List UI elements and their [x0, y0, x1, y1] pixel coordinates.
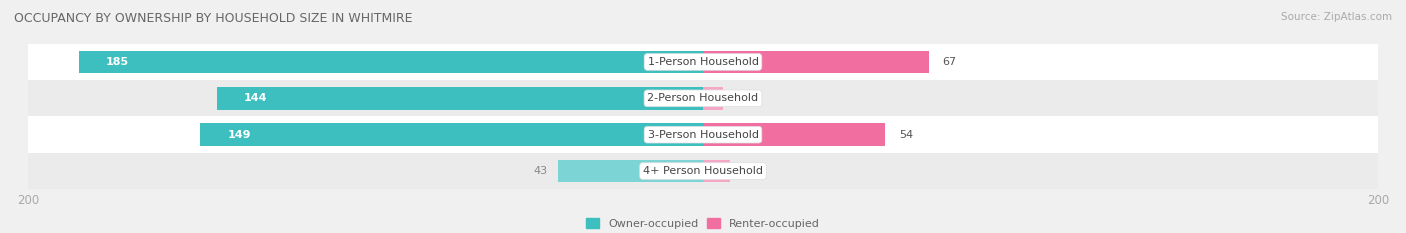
Text: 144: 144 [245, 93, 267, 103]
Bar [79, 51, 703, 73]
Text: 2-Person Household: 2-Person Household [647, 93, 759, 103]
Bar [558, 160, 703, 182]
Bar [200, 123, 703, 146]
Text: 3-Person Household: 3-Person Household [648, 130, 758, 140]
Bar [28, 44, 1378, 80]
Bar [28, 116, 1378, 153]
Text: 67: 67 [942, 57, 956, 67]
Text: 1-Person Household: 1-Person Household [648, 57, 758, 67]
Legend: Owner-occupied, Renter-occupied: Owner-occupied, Renter-occupied [581, 214, 825, 233]
Bar [703, 123, 886, 146]
Bar [28, 153, 1378, 189]
Text: 149: 149 [228, 130, 250, 140]
Bar [703, 160, 730, 182]
Text: 54: 54 [898, 130, 912, 140]
Bar [217, 87, 703, 110]
Text: 4+ Person Household: 4+ Person Household [643, 166, 763, 176]
Text: 6: 6 [737, 93, 744, 103]
Text: 185: 185 [105, 57, 129, 67]
Text: 8: 8 [744, 166, 751, 176]
Bar [28, 80, 1378, 116]
Text: OCCUPANCY BY OWNERSHIP BY HOUSEHOLD SIZE IN WHITMIRE: OCCUPANCY BY OWNERSHIP BY HOUSEHOLD SIZE… [14, 12, 412, 25]
Bar [703, 51, 929, 73]
Text: 43: 43 [534, 166, 548, 176]
Bar [703, 87, 723, 110]
Text: Source: ZipAtlas.com: Source: ZipAtlas.com [1281, 12, 1392, 22]
